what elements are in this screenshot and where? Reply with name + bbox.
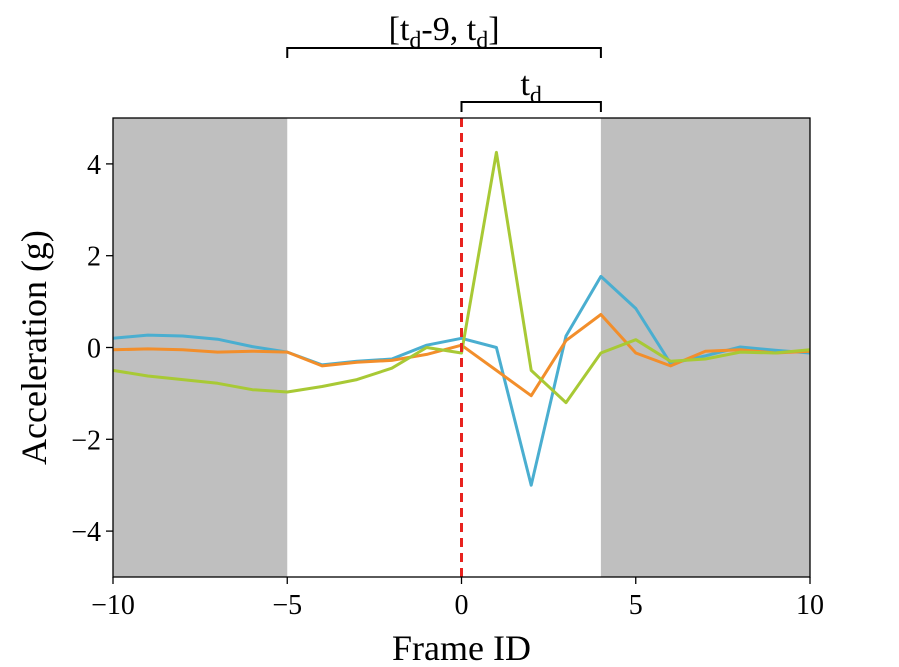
bracket-label-0: [td-9, td] (389, 11, 500, 54)
y-tick-label: 4 (87, 150, 101, 181)
y-axis-label: Acceleration (g) (14, 230, 54, 465)
subscript: d (530, 83, 542, 109)
y-tick-label: −2 (71, 425, 101, 456)
x-tick-label: −10 (91, 590, 135, 621)
y-tick-label: 2 (87, 242, 101, 273)
subscript: d (476, 28, 488, 54)
bracket-1 (460, 101, 602, 112)
y-tick-label: −4 (71, 517, 101, 548)
label-text: ] (488, 11, 499, 48)
x-tick-label: 10 (796, 590, 824, 621)
x-axis-label: Frame ID (392, 628, 531, 667)
bracket-label-1: td (520, 66, 541, 109)
series-line-2 (112, 150, 811, 405)
shaded-region-1 (600, 118, 810, 577)
x-tick-label: 5 (629, 590, 643, 621)
x-axis-ticks: −10 −5 0 5 10 (91, 577, 824, 621)
label-text: [t (389, 11, 410, 48)
x-tick-label: 0 (455, 590, 469, 621)
bracket-0 (286, 47, 602, 58)
y-tick-label: 0 (87, 334, 101, 365)
label-text: -9, t (421, 11, 476, 48)
window-brackets: [td-9, td]td (286, 11, 602, 112)
x-tick-label: −5 (272, 590, 302, 621)
label-text: t (520, 66, 530, 103)
y-axis-ticks: −4 −2 0 2 4 (71, 150, 113, 548)
subscript: d (409, 28, 421, 54)
